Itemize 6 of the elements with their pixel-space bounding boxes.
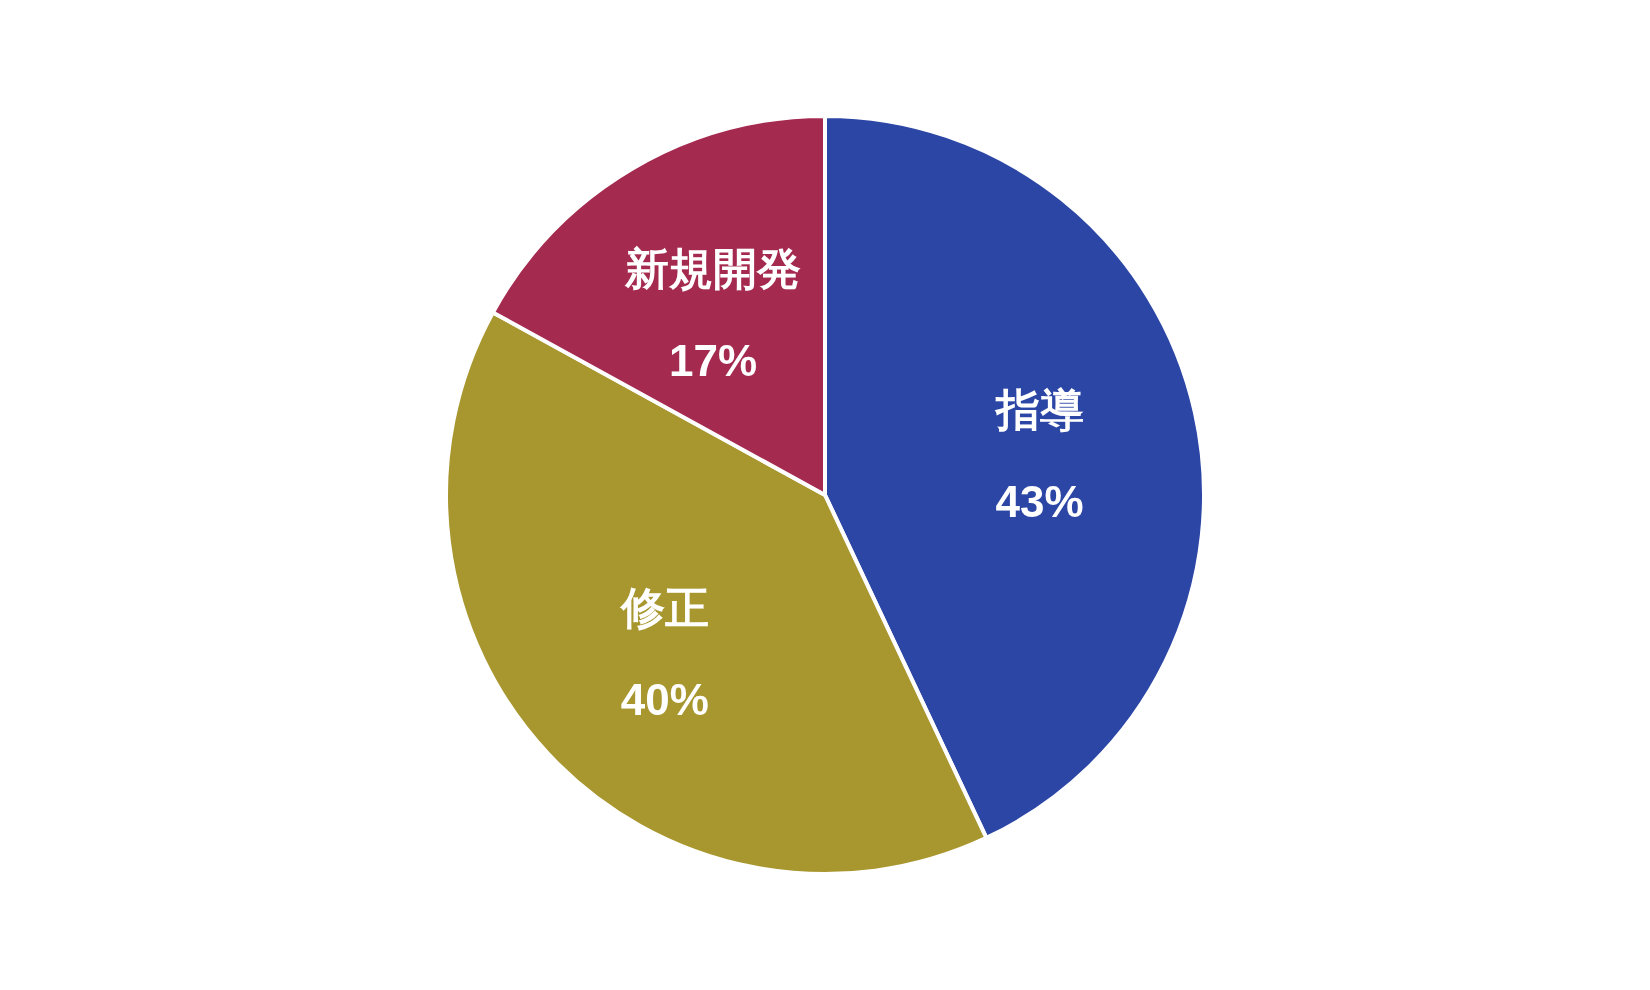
- slice-label: 修正: [618, 583, 709, 633]
- slice-label: 新規開発: [624, 243, 802, 293]
- data-label: 17%: [669, 335, 758, 385]
- data-label: 43%: [995, 477, 1084, 527]
- data-label: 40%: [620, 675, 709, 725]
- slice-label: 指導: [993, 385, 1084, 435]
